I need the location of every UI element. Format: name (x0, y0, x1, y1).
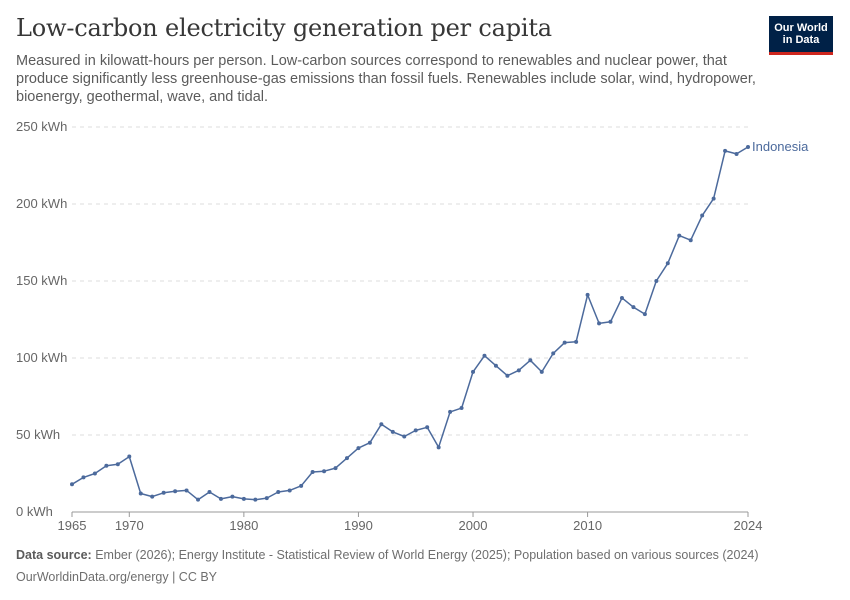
y-tick-label: 50 kWh (16, 427, 60, 442)
data-point (322, 469, 327, 474)
data-point (230, 494, 235, 499)
data-point (92, 471, 97, 476)
data-point (528, 358, 533, 363)
y-tick-label: 200 kWh (16, 196, 67, 211)
x-axis-tick-labels: 1965 1970 1980 1990 2000 2010 2024 (58, 518, 763, 533)
data-point (608, 319, 613, 324)
data-point (448, 409, 453, 414)
data-point (161, 490, 166, 495)
data-point (379, 422, 384, 427)
series-label-indonesia: Indonesia (752, 139, 809, 154)
x-tick-label: 2024 (734, 518, 763, 533)
y-axis-tick-labels: 0 kWh 50 kWh 100 kWh 150 kWh 200 kWh 250 kWh (16, 119, 67, 519)
x-tick-label: 1965 (58, 518, 87, 533)
y-tick-label: 150 kWh (16, 273, 67, 288)
owid-logo[interactable]: Our World in Data (769, 16, 833, 55)
data-point (218, 496, 223, 501)
series-labels: Indonesia (752, 139, 809, 154)
data-point (264, 496, 269, 501)
data-point (459, 406, 464, 411)
data-point (516, 368, 521, 373)
data-point (367, 440, 372, 445)
data-point (173, 489, 178, 494)
data-point (344, 456, 349, 461)
data-point (597, 321, 602, 326)
data-source-text: Ember (2026); Energy Institute - Statist… (95, 548, 759, 562)
series-line-indonesia (71, 146, 749, 501)
data-point (665, 261, 670, 266)
data-point (241, 496, 246, 501)
data-point (711, 196, 716, 201)
data-point (677, 233, 682, 238)
data-point (81, 475, 86, 480)
data-source-line: Data source: Ember (2026); Energy Instit… (16, 548, 759, 562)
data-point (390, 429, 395, 434)
data-point (196, 497, 201, 502)
data-point (700, 213, 705, 218)
data-point (299, 483, 304, 488)
chart-title: Low-carbon electricity generation per ca… (16, 14, 552, 42)
y-tick-label: 100 kWh (16, 350, 67, 365)
data-point (539, 369, 544, 374)
x-tick-label: 2010 (573, 518, 602, 533)
data-point (333, 466, 338, 471)
data-point (654, 279, 659, 283)
data-source-label: Data source: (16, 548, 92, 562)
logo-line-1: Our World (774, 22, 828, 34)
grid-lines (72, 126, 748, 436)
x-tick-label: 1980 (229, 518, 258, 533)
data-point (402, 434, 407, 439)
data-point (138, 491, 143, 496)
data-point (585, 292, 590, 297)
data-point (425, 425, 430, 430)
logo-line-2: in Data (782, 34, 820, 46)
data-point (734, 151, 739, 156)
y-tick-label: 0 kWh (16, 504, 53, 519)
x-axis (71, 511, 749, 517)
data-point (253, 497, 258, 502)
data-point (436, 445, 441, 450)
data-point (356, 446, 361, 451)
data-point (482, 353, 487, 358)
data-point (104, 463, 109, 468)
data-points (70, 145, 750, 502)
data-point (688, 238, 693, 243)
data-point (150, 494, 155, 499)
data-point (115, 462, 120, 467)
data-point (642, 312, 647, 317)
x-tick-label: 1990 (344, 518, 373, 533)
series-lines (71, 146, 749, 501)
chart-subtitle: Measured in kilowatt-hours per person. L… (16, 53, 756, 105)
data-point (310, 469, 315, 474)
data-point (287, 488, 292, 493)
data-point (619, 295, 624, 300)
attribution-link[interactable]: OurWorldinData.org/energy | CC BY (16, 570, 218, 584)
data-point (70, 482, 74, 487)
data-point (471, 369, 476, 374)
data-point (574, 339, 579, 344)
x-tick-label: 2000 (459, 518, 488, 533)
data-point (723, 148, 728, 153)
data-point (551, 351, 556, 356)
data-point (505, 373, 510, 378)
data-point (562, 340, 567, 345)
y-tick-label: 250 kWh (16, 119, 67, 134)
data-point (413, 428, 418, 433)
data-point (276, 489, 281, 494)
data-point (127, 454, 132, 459)
data-point (207, 489, 212, 494)
data-point (493, 363, 498, 368)
data-point (184, 488, 189, 493)
x-tick-label: 1970 (115, 518, 144, 533)
data-point (631, 305, 636, 310)
data-point (746, 145, 750, 150)
